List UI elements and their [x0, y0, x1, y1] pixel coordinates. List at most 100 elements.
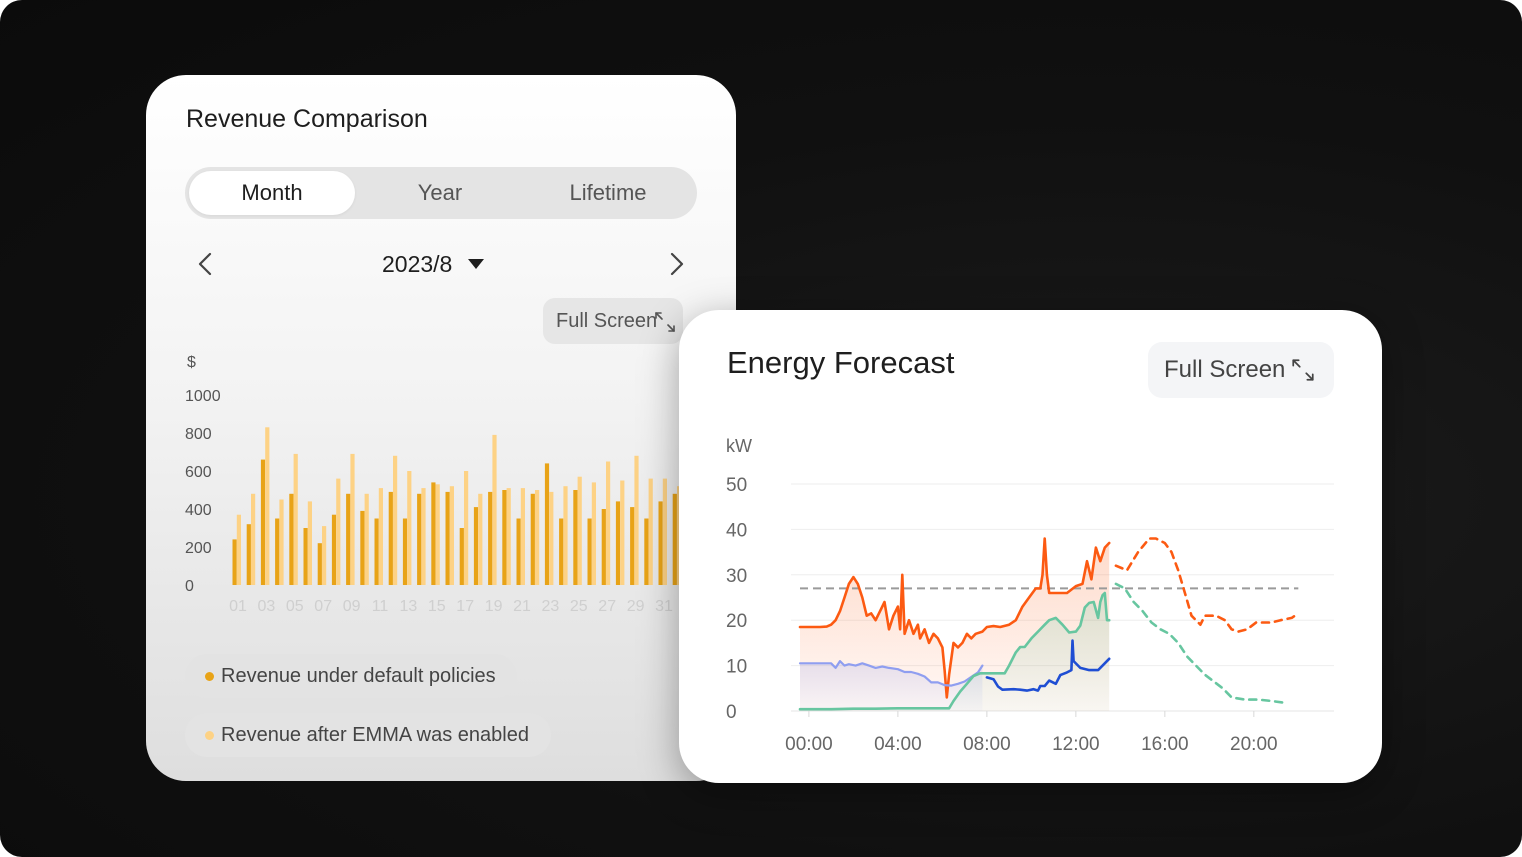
x-tick-label: 23 [542, 598, 560, 615]
x-tick-label: 09 [343, 598, 361, 615]
y-tick-label: 0 [726, 702, 737, 723]
bar [336, 478, 341, 585]
tab-month[interactable]: Month [189, 171, 355, 215]
y-axis-unit: kW [726, 436, 752, 456]
y-tick-label: 800 [185, 426, 212, 443]
bar [644, 518, 649, 585]
bar [275, 518, 280, 585]
x-tick-label: 04:00 [874, 734, 922, 755]
bar [393, 455, 398, 585]
bar [478, 493, 483, 585]
bar [492, 434, 497, 585]
bar [289, 493, 294, 585]
next-month-button[interactable] [661, 249, 691, 279]
bar [520, 488, 525, 585]
x-tick-label: 21 [513, 598, 531, 615]
bar [435, 484, 440, 585]
prev-month-button[interactable] [191, 249, 221, 279]
bar [364, 493, 369, 585]
series-line [798, 591, 1111, 711]
period-tabs: Month Year Lifetime [185, 167, 697, 219]
bar [648, 478, 653, 585]
legend-label-emma: Revenue after EMMA was enabled [221, 724, 529, 746]
legend-dot-default [205, 672, 214, 681]
bar [634, 455, 639, 585]
bar [421, 488, 426, 585]
x-tick-label: 08:00 [963, 734, 1011, 755]
legend-dot-emma [205, 731, 214, 740]
bar [402, 518, 408, 585]
y-tick-label: 30 [726, 566, 747, 587]
bar [559, 518, 564, 585]
bar [658, 501, 663, 585]
x-tick-label: 05 [286, 598, 304, 615]
bar [322, 526, 327, 585]
bar [232, 539, 237, 585]
bar [573, 490, 578, 585]
series-area [800, 593, 1110, 711]
bar [260, 459, 266, 585]
bar [606, 461, 611, 585]
x-tick-label: 13 [400, 598, 418, 615]
legend-label-default: Revenue under default policies [221, 665, 496, 687]
x-tick-label: 27 [598, 598, 616, 615]
bar [549, 491, 554, 585]
bar [544, 463, 550, 585]
bar [303, 528, 308, 585]
x-tick-label: 25 [570, 598, 588, 615]
series-line [798, 660, 984, 687]
bar [251, 493, 256, 585]
bar [464, 471, 469, 585]
caret-down-icon [468, 259, 485, 269]
revenue-comparison-card: Revenue Comparison Month Year Lifetime 2… [146, 75, 736, 781]
bar [488, 491, 493, 585]
bar [307, 501, 312, 585]
full-screen-label: Full Screen [556, 310, 658, 332]
bar [360, 510, 365, 585]
series-line [985, 639, 1111, 692]
revenue-full-screen-button[interactable]: Full Screen [543, 298, 683, 344]
bar [378, 488, 383, 585]
series-line [798, 537, 1111, 699]
bar [601, 509, 606, 585]
y-tick-label: 1000 [185, 388, 221, 405]
bar [563, 486, 568, 585]
y-axis-unit: $ [187, 354, 196, 371]
x-tick-label: 19 [485, 598, 503, 615]
y-tick-label: 40 [726, 520, 747, 541]
expand-icon [655, 312, 675, 332]
bar [246, 524, 251, 585]
bar [407, 471, 412, 585]
legend-default-policies[interactable]: Revenue under default policies [185, 654, 517, 698]
month-selector[interactable]: 2023/8 [382, 251, 485, 278]
bar [445, 491, 450, 585]
y-tick-label: 50 [726, 475, 747, 496]
x-tick-label: 29 [627, 598, 645, 615]
y-tick-label: 0 [185, 578, 194, 595]
energy-forecast-card: Energy Forecast Full Screen kW 0 10 20 30 40 5… [679, 310, 1382, 783]
tab-lifetime[interactable]: Lifetime [569, 180, 647, 205]
y-tick-label: 10 [726, 657, 747, 678]
bar [317, 543, 322, 585]
bar [620, 480, 625, 585]
x-tick-label: 31 [655, 598, 673, 615]
full-screen-label: Full Screen [1164, 356, 1286, 383]
x-tick-label: 03 [258, 598, 276, 615]
x-tick-label: 07 [314, 598, 332, 615]
forecast-full-screen-button[interactable]: Full Screen [1148, 342, 1334, 398]
bar [374, 518, 379, 585]
bar [236, 514, 241, 585]
y-tick-label: 600 [185, 464, 212, 481]
bar [535, 490, 540, 585]
expand-icon [1292, 359, 1314, 381]
series-area [800, 661, 983, 711]
y-tick-label: 200 [185, 540, 212, 557]
tab-year[interactable]: Year [417, 180, 463, 205]
x-tick-label: 11 [372, 598, 389, 615]
bar [516, 518, 521, 585]
revenue-bar-chart: $0 200 400 600 800 1000 01 03 05 07 09 11 13 15 17 19 21… [185, 354, 682, 615]
bar [615, 501, 621, 585]
x-tick-label: 16:00 [1141, 734, 1189, 755]
bar [630, 507, 635, 585]
legend-emma-enabled[interactable]: Revenue after EMMA was enabled [185, 713, 551, 757]
